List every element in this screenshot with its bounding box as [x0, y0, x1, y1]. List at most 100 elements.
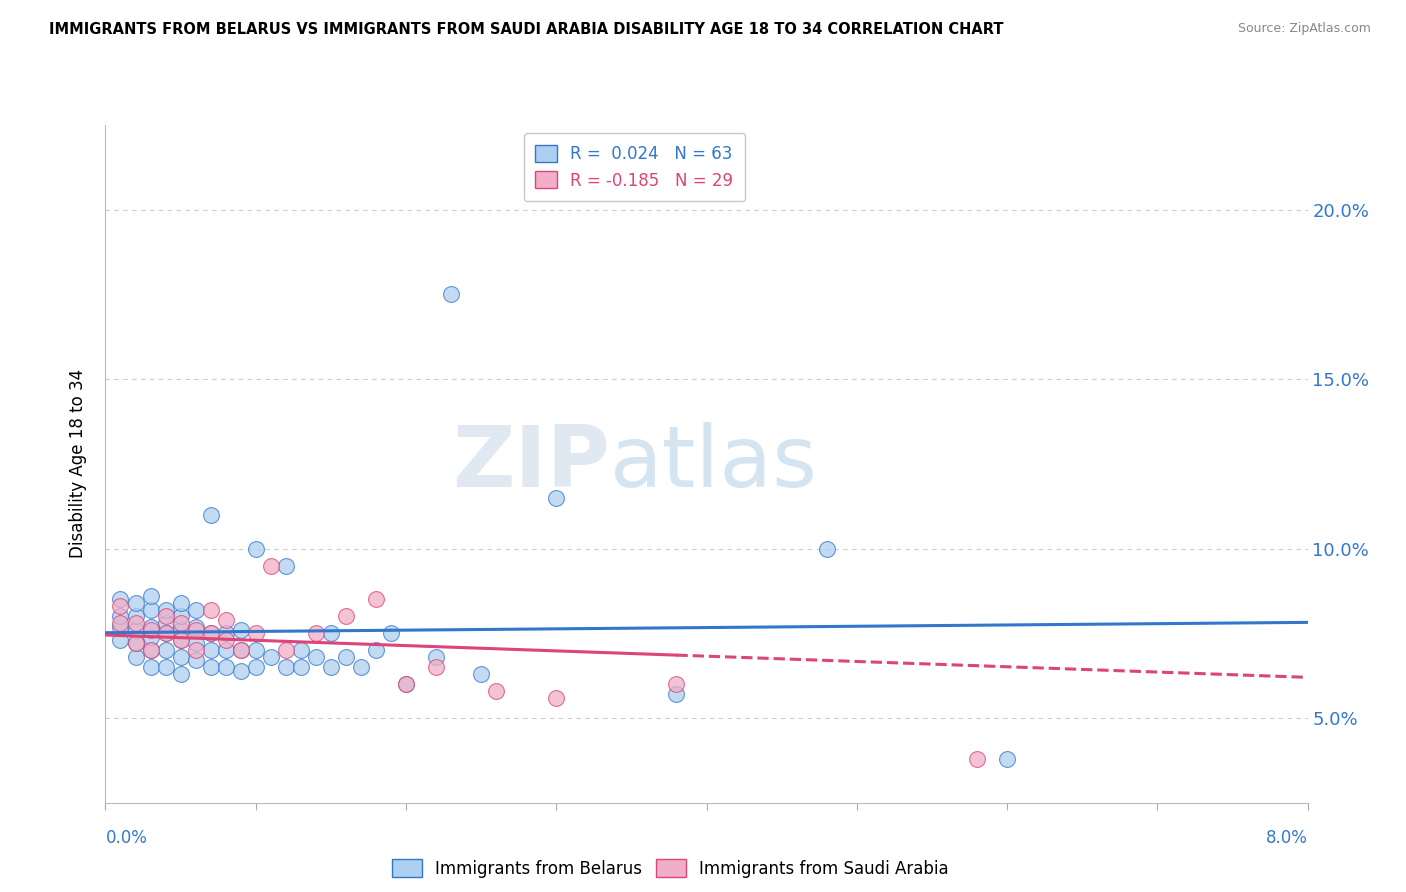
Point — [485, 684, 508, 698]
Point — [214, 626, 236, 640]
Point — [229, 623, 252, 637]
Point — [546, 491, 568, 505]
Point — [155, 626, 177, 640]
Text: atlas: atlas — [610, 422, 818, 506]
Point — [155, 626, 177, 640]
Point — [124, 650, 146, 665]
Point — [139, 602, 162, 616]
Text: 8.0%: 8.0% — [1265, 829, 1308, 847]
Point — [169, 596, 191, 610]
Point — [124, 609, 146, 624]
Point — [335, 609, 357, 624]
Point — [665, 687, 688, 701]
Point — [200, 602, 222, 616]
Point — [214, 660, 236, 674]
Y-axis label: Disability Age 18 to 34: Disability Age 18 to 34 — [69, 369, 87, 558]
Point — [229, 643, 252, 657]
Point — [110, 616, 132, 631]
Point — [184, 653, 207, 667]
Point — [214, 613, 236, 627]
Point — [169, 650, 191, 665]
Point — [184, 643, 207, 657]
Point — [169, 623, 191, 637]
Point — [169, 609, 191, 624]
Point — [350, 660, 373, 674]
Point — [966, 752, 988, 766]
Point — [229, 643, 252, 657]
Point — [995, 752, 1018, 766]
Point — [184, 619, 207, 633]
Point — [274, 660, 297, 674]
Point — [139, 623, 162, 637]
Point — [395, 677, 418, 691]
Text: Source: ZipAtlas.com: Source: ZipAtlas.com — [1237, 22, 1371, 36]
Point — [200, 508, 222, 522]
Point — [169, 633, 191, 648]
Point — [155, 609, 177, 624]
Point — [200, 660, 222, 674]
Point — [155, 660, 177, 674]
Point — [305, 650, 328, 665]
Point — [305, 626, 328, 640]
Point — [139, 643, 162, 657]
Point — [155, 602, 177, 616]
Point — [139, 643, 162, 657]
Point — [245, 643, 267, 657]
Point — [184, 623, 207, 637]
Point — [184, 602, 207, 616]
Point — [245, 541, 267, 556]
Legend: R =  0.024   N = 63, R = -0.185   N = 29: R = 0.024 N = 63, R = -0.185 N = 29 — [523, 133, 745, 202]
Point — [425, 650, 447, 665]
Point — [139, 630, 162, 644]
Point — [169, 633, 191, 648]
Point — [110, 592, 132, 607]
Point — [380, 626, 402, 640]
Point — [214, 643, 236, 657]
Point — [335, 650, 357, 665]
Point — [319, 660, 342, 674]
Point — [139, 589, 162, 603]
Point — [260, 650, 283, 665]
Point — [110, 599, 132, 614]
Point — [214, 633, 236, 648]
Point — [245, 660, 267, 674]
Text: ZIP: ZIP — [453, 422, 610, 506]
Point — [184, 636, 207, 650]
Point — [169, 667, 191, 681]
Point — [124, 616, 146, 631]
Point — [290, 660, 312, 674]
Point — [110, 633, 132, 648]
Point — [546, 690, 568, 705]
Point — [665, 677, 688, 691]
Text: 0.0%: 0.0% — [105, 829, 148, 847]
Point — [124, 623, 146, 637]
Point — [274, 643, 297, 657]
Point — [229, 664, 252, 678]
Point — [274, 558, 297, 573]
Point — [200, 626, 222, 640]
Point — [395, 677, 418, 691]
Point — [470, 667, 492, 681]
Point — [124, 636, 146, 650]
Point — [440, 287, 463, 301]
Point — [200, 643, 222, 657]
Point — [139, 660, 162, 674]
Point — [169, 616, 191, 631]
Point — [815, 541, 838, 556]
Point — [155, 643, 177, 657]
Point — [290, 643, 312, 657]
Point — [200, 626, 222, 640]
Point — [260, 558, 283, 573]
Point — [319, 626, 342, 640]
Point — [110, 619, 132, 633]
Point — [364, 643, 387, 657]
Point — [245, 626, 267, 640]
Point — [364, 592, 387, 607]
Point — [124, 596, 146, 610]
Point — [110, 609, 132, 624]
Point — [124, 636, 146, 650]
Point — [425, 660, 447, 674]
Text: IMMIGRANTS FROM BELARUS VS IMMIGRANTS FROM SAUDI ARABIA DISABILITY AGE 18 TO 34 : IMMIGRANTS FROM BELARUS VS IMMIGRANTS FR… — [49, 22, 1004, 37]
Point — [139, 619, 162, 633]
Point — [155, 616, 177, 631]
